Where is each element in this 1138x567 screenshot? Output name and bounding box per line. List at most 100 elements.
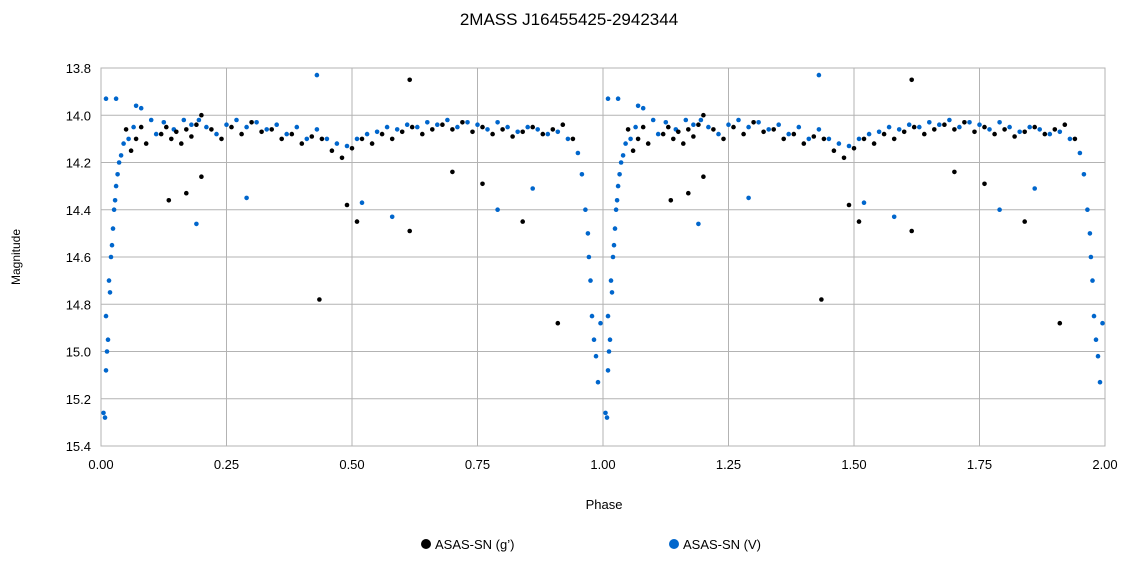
data-point — [106, 278, 112, 283]
data-point — [1017, 129, 1022, 135]
data-point — [229, 124, 234, 130]
data-point — [623, 141, 628, 146]
data-point — [214, 131, 219, 137]
data-point — [618, 160, 624, 165]
data-point — [881, 131, 887, 137]
data-point — [480, 181, 485, 187]
x-tick-label: 0.25 — [214, 457, 239, 472]
data-point — [1100, 320, 1105, 326]
data-point — [615, 96, 621, 101]
data-point — [660, 131, 666, 137]
data-point — [133, 103, 139, 109]
data-point — [105, 337, 111, 343]
data-point — [1062, 122, 1068, 127]
data-point — [1037, 127, 1042, 132]
data-point — [555, 320, 561, 326]
data-point — [269, 127, 275, 132]
data-point — [239, 131, 244, 137]
data-point — [635, 136, 641, 142]
data-point — [696, 122, 701, 127]
data-point — [101, 410, 106, 416]
data-point — [796, 124, 802, 130]
data-point — [510, 134, 515, 139]
data-point — [589, 313, 595, 319]
data-point — [614, 198, 620, 203]
data-point — [131, 124, 136, 130]
data-point — [364, 131, 370, 137]
data-point — [249, 120, 254, 125]
data-point — [610, 254, 616, 260]
data-point — [595, 379, 601, 385]
data-point — [598, 320, 603, 326]
data-point — [435, 122, 440, 127]
data-point — [138, 105, 144, 111]
data-point — [465, 120, 470, 125]
data-point — [686, 127, 691, 132]
data-point — [611, 242, 617, 248]
data-point — [696, 221, 701, 227]
data-point — [169, 136, 174, 142]
data-point — [430, 127, 435, 132]
data-point — [379, 131, 385, 137]
data-point — [952, 169, 957, 175]
data-point — [259, 129, 264, 135]
data-point — [683, 117, 689, 123]
data-point — [1085, 207, 1090, 212]
data-point — [766, 127, 771, 132]
data-point — [1088, 254, 1094, 260]
legend-label-g: ASAS-SN (g’) — [435, 537, 514, 552]
y-tick-label: 14.0 — [66, 108, 91, 123]
chart-title: 2MASS J16455425-2942344 — [460, 10, 678, 29]
data-point — [604, 415, 610, 420]
data-point — [113, 183, 119, 189]
data-point — [294, 124, 300, 130]
data-point — [871, 141, 877, 146]
data-point — [645, 141, 651, 146]
data-point — [254, 120, 259, 125]
data-point — [304, 136, 310, 142]
data-point — [579, 172, 585, 177]
data-point — [756, 120, 761, 125]
y-tick-label: 15.0 — [66, 345, 91, 360]
data-point — [189, 122, 194, 127]
data-point — [1087, 231, 1093, 236]
data-point — [819, 297, 824, 302]
data-point — [1027, 124, 1032, 130]
data-point — [1057, 320, 1063, 326]
data-point — [706, 124, 711, 130]
data-point — [909, 228, 914, 234]
data-point — [922, 131, 927, 137]
x-tick-label: 1.00 — [590, 457, 615, 472]
data-point — [1012, 134, 1017, 139]
x-tick-label: 0.75 — [465, 457, 490, 472]
data-point — [972, 129, 977, 135]
data-point — [811, 134, 817, 139]
data-point — [836, 141, 842, 146]
data-point — [586, 254, 592, 260]
data-point — [329, 148, 335, 153]
data-point — [103, 96, 109, 101]
data-point — [826, 136, 832, 142]
data-point — [495, 120, 500, 125]
data-point — [196, 117, 202, 123]
data-point — [540, 131, 546, 137]
data-point — [746, 195, 751, 201]
data-point — [264, 127, 270, 132]
data-point — [317, 297, 322, 302]
data-point — [909, 77, 914, 83]
data-point — [107, 290, 113, 295]
data-point — [480, 124, 485, 130]
data-point — [153, 131, 159, 137]
data-point — [194, 221, 199, 227]
data-point — [103, 313, 109, 319]
data-point — [906, 122, 912, 127]
data-point — [164, 124, 169, 130]
data-point — [962, 120, 967, 125]
data-point — [133, 136, 139, 142]
data-point — [339, 155, 345, 161]
data-point — [118, 153, 124, 158]
data-point — [901, 129, 907, 135]
data-point — [957, 124, 962, 130]
data-point — [886, 124, 892, 130]
